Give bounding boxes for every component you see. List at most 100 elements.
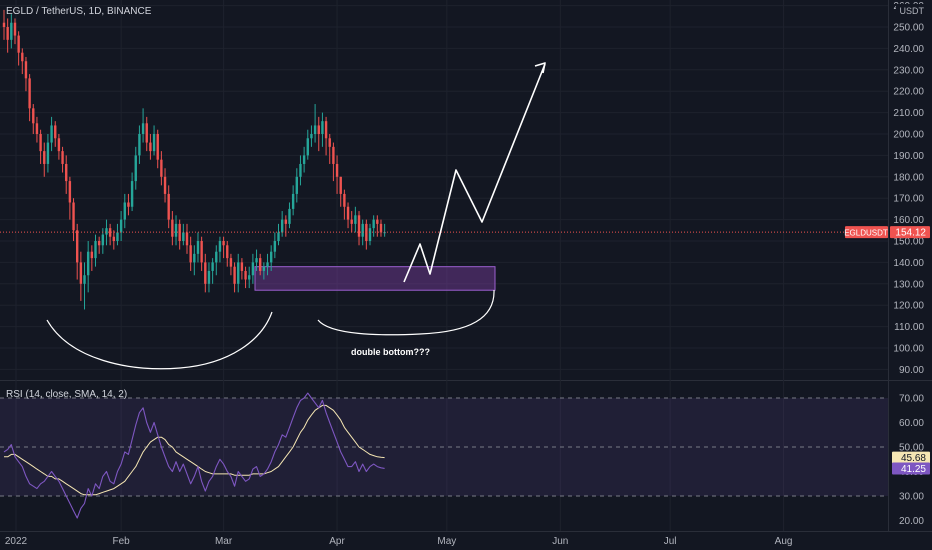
price-tick-label: 220.00 — [893, 87, 924, 98]
candle-body — [310, 134, 313, 139]
candle-body — [116, 232, 119, 241]
candle-body — [376, 219, 379, 224]
left-bottom-arc — [46, 311, 273, 370]
price-badge — [890, 226, 930, 239]
candle-body — [68, 181, 72, 203]
candle-body — [248, 275, 251, 280]
rsi-tick-label: 60.00 — [899, 418, 924, 429]
candle-body — [240, 262, 244, 271]
rsi-pane — [0, 381, 932, 531]
candle-body — [21, 52, 24, 62]
rsi-ma-badge — [892, 451, 930, 464]
candle-body — [123, 202, 126, 220]
candle-body — [2, 22, 6, 27]
time-tick-label: 2022 — [5, 536, 28, 547]
candle-body — [17, 35, 20, 53]
candle-body — [313, 125, 317, 134]
candle-body — [262, 266, 266, 271]
price-tick-label: 190.00 — [893, 151, 924, 162]
rsi-line — [3, 392, 385, 519]
rsi-tick-label: 30.00 — [899, 492, 924, 503]
candle-body — [379, 223, 383, 233]
candle-body — [127, 202, 130, 207]
candle-body — [35, 123, 39, 134]
candle-body — [6, 27, 9, 40]
candle-body — [229, 258, 233, 267]
rsi-title: RSI (14, close, SMA, 14, 2) — [6, 389, 128, 400]
candle-body — [39, 134, 42, 152]
candle-body — [226, 245, 229, 259]
time-tick-label: Jun — [552, 536, 568, 547]
candle-body — [277, 232, 280, 241]
price-tick-label: 110.00 — [894, 322, 924, 333]
candle-body — [108, 228, 112, 237]
candle-body — [65, 163, 68, 182]
candle-body — [259, 258, 262, 271]
projection-arrowhead — [534, 62, 546, 74]
candle-body — [372, 219, 375, 229]
price-tick-label: 210.00 — [893, 108, 924, 119]
price-tick-label: 180.00 — [893, 172, 924, 183]
candle-body — [167, 193, 170, 220]
candle-body — [295, 176, 298, 194]
candle-body — [46, 142, 50, 164]
right-bottom-arc — [317, 289, 495, 336]
candle-body — [13, 22, 17, 36]
rsi-tick-label: 50.00 — [899, 443, 924, 454]
candle-body — [302, 155, 306, 164]
rsi-badge-text: 41.25 — [901, 464, 926, 475]
rsi-tick-label: 70.00 — [899, 394, 924, 405]
candle-body — [244, 270, 247, 280]
time-tick-label: Aug — [775, 536, 793, 547]
rsi-tick-label: 20.00 — [899, 516, 924, 527]
candle-body — [291, 193, 295, 209]
price-tick-label: 140.00 — [893, 258, 924, 269]
candle-body — [94, 241, 97, 259]
candle-body — [79, 262, 83, 284]
candle-body — [10, 22, 13, 40]
candle-body — [237, 262, 240, 284]
projection-path — [403, 63, 546, 283]
candle-body — [189, 245, 192, 263]
candle-body — [119, 219, 123, 233]
candle-body — [335, 163, 339, 177]
candle-body — [321, 121, 324, 134]
currency-bg — [896, 4, 928, 16]
candle-body — [361, 223, 364, 237]
candle-body — [288, 208, 291, 224]
price-tick-label: 240.00 — [893, 44, 924, 55]
candle-body — [354, 215, 357, 224]
candle-body — [343, 193, 346, 207]
candle-body — [76, 230, 79, 263]
pair-title: EGLD / TetherUS, 1D, BINANCE — [6, 6, 152, 17]
candle-body — [145, 123, 148, 143]
demand-zone — [254, 266, 496, 291]
symbol-badge-text: EGLDUSDT — [844, 229, 888, 238]
candle-body — [306, 138, 309, 156]
candle-body — [255, 258, 258, 263]
candle-body — [54, 125, 57, 139]
candle-body — [222, 241, 225, 246]
candle-body — [273, 241, 277, 252]
candle-body — [317, 125, 320, 134]
price-tick-label: 120.00 — [893, 301, 924, 312]
price-badge-text: 154.12 — [895, 228, 926, 239]
candle-body — [138, 134, 141, 156]
rsi-ma-badge-text: 45.68 — [901, 453, 926, 464]
candle-body — [211, 262, 214, 271]
candle-body — [57, 138, 61, 152]
candle-body — [152, 134, 156, 152]
time-tick-label: Apr — [329, 536, 345, 547]
candle-body — [266, 262, 269, 267]
candle-body — [61, 151, 64, 164]
price-tick-label: 230.00 — [893, 65, 924, 76]
rsi-ma-line — [4, 404, 385, 496]
candle-body — [83, 275, 86, 284]
candle-body — [346, 206, 350, 220]
candle-body — [72, 202, 75, 231]
candle-body — [163, 176, 167, 194]
time-tick-label: Feb — [113, 536, 131, 547]
currency-label: USDT — [900, 6, 925, 16]
candle-body — [171, 219, 174, 237]
